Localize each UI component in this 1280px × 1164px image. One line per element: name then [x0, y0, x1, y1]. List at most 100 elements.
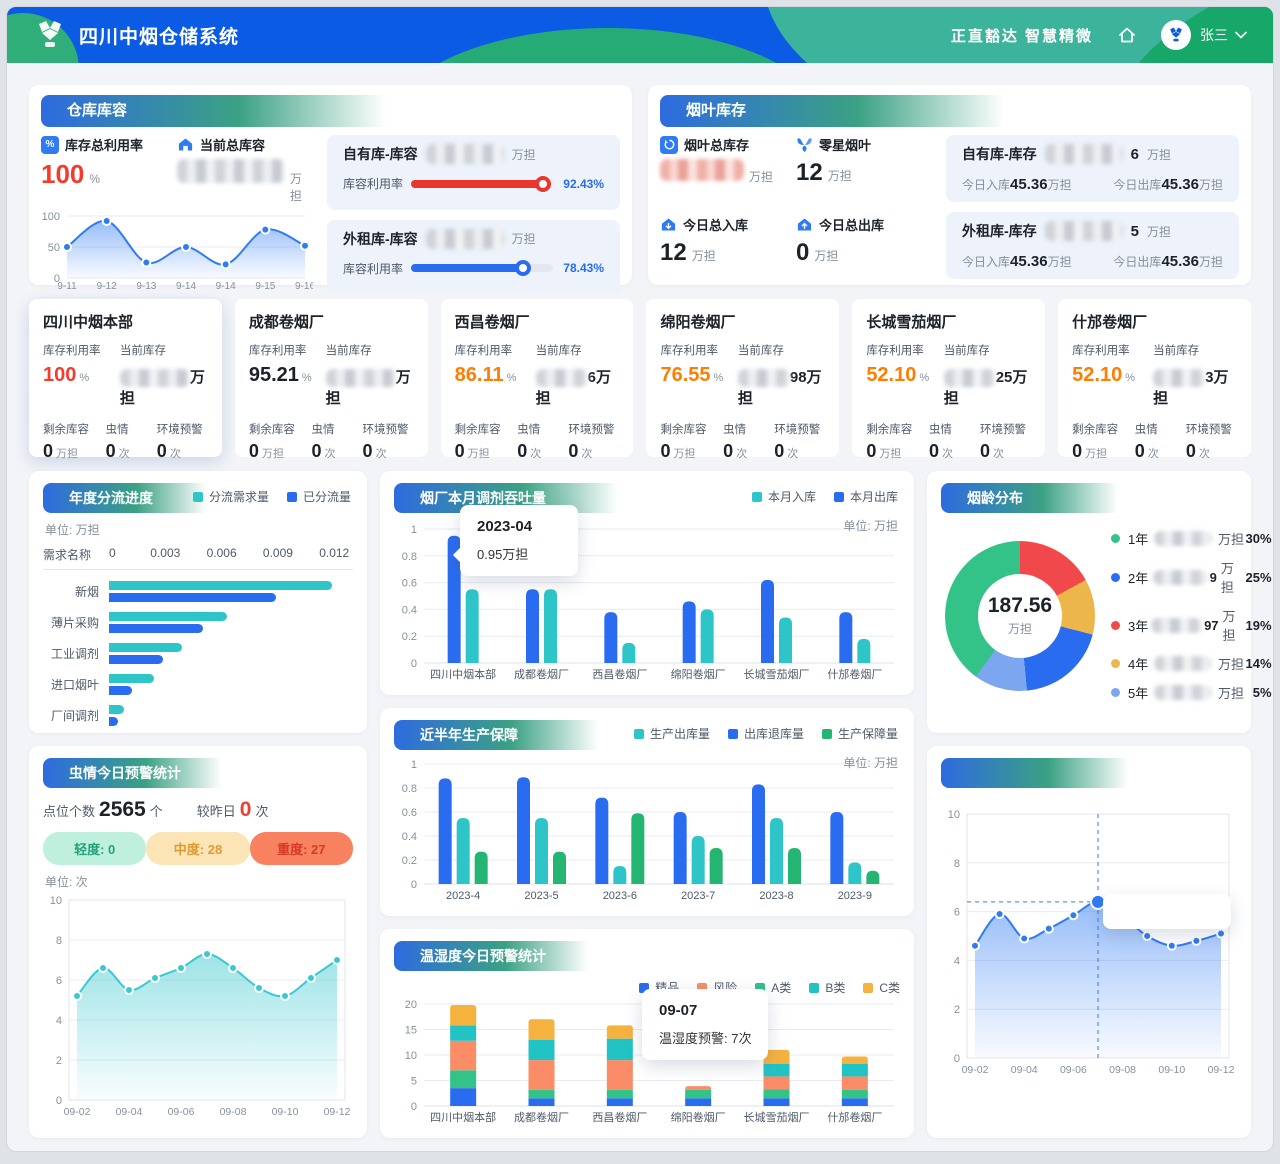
bar[interactable] [595, 797, 609, 884]
data-point[interactable] [62, 242, 72, 252]
bar[interactable] [465, 589, 479, 663]
bar[interactable] [613, 866, 627, 884]
data-point[interactable] [150, 973, 160, 983]
bar[interactable] [709, 848, 723, 884]
demand-bar[interactable] [109, 705, 124, 714]
stack-segment[interactable] [606, 1038, 633, 1061]
done-bar[interactable] [109, 686, 132, 695]
stack-segment[interactable] [763, 1076, 790, 1090]
factory-card[interactable]: 成都卷烟厂 库存利用率 95.21% 当前库存 万担 剩余库容 0 万担 虫情 0 次 环境预警 0 次 [234, 299, 428, 461]
slider-knob[interactable] [534, 175, 551, 192]
production-bar-chart[interactable]: 0 0.2 0.4 0.6 0.8 1 2023-4 2023-5 2023-6 2023-7 20… [394, 758, 900, 904]
bar[interactable] [544, 589, 557, 663]
bar[interactable] [474, 851, 488, 884]
bar[interactable] [761, 579, 774, 663]
bar[interactable] [866, 870, 880, 884]
factory-card[interactable]: 绵阳卷烟厂 库存利用率 76.55% 当前库存 98万担 剩余库容 0 万担 虫情 0 次 环境预警 0… [646, 299, 840, 461]
data-point[interactable] [220, 259, 231, 270]
bar[interactable] [691, 836, 705, 884]
bar[interactable] [447, 535, 461, 663]
data-point[interactable] [202, 949, 212, 959]
demand-bar[interactable] [109, 581, 333, 590]
bar[interactable] [535, 818, 548, 884]
stack-segment[interactable] [450, 1005, 477, 1026]
age-legend-row[interactable]: 1年 万担 30% [1111, 529, 1272, 548]
bar[interactable] [830, 812, 844, 884]
bar[interactable] [779, 617, 792, 663]
legend-item[interactable]: C类 [863, 979, 900, 996]
data-point[interactable] [1216, 928, 1226, 939]
stack-segment[interactable] [841, 1098, 868, 1106]
bar[interactable] [622, 642, 636, 663]
stack-segment[interactable] [450, 1025, 477, 1041]
diversion-bars[interactable]: 新烟 薄片采购 工业调剂 进口烟叶 厂间调剂 [43, 576, 353, 731]
insect-trend-chart[interactable]: 0 2 4 6 8 10 09-02 09-04 09-06 09-08 09-10 09-12 [43, 892, 353, 1120]
bar[interactable] [456, 818, 470, 884]
data-point[interactable] [141, 257, 152, 268]
data-point[interactable] [1166, 940, 1177, 951]
home-icon[interactable] [1117, 25, 1137, 45]
stack-segment[interactable] [763, 1098, 790, 1106]
data-point[interactable] [280, 991, 290, 1001]
stack-segment[interactable] [528, 1089, 555, 1099]
demand-bar[interactable] [109, 612, 228, 621]
bar[interactable] [857, 638, 871, 663]
quality-stacked-chart[interactable]: 0 5 10 15 20 四川中烟本部 成都卷烟厂 西昌卷烟厂 绵阳卷烟厂 长城雪茄烟厂 什邡卷烟厂 [394, 998, 900, 1126]
bar[interactable] [682, 601, 696, 663]
bar[interactable] [700, 609, 714, 663]
data-point[interactable] [332, 955, 342, 965]
data-point[interactable] [1043, 923, 1054, 934]
data-point[interactable] [994, 909, 1005, 920]
data-point[interactable] [176, 963, 186, 973]
bar[interactable] [631, 813, 645, 884]
bar[interactable] [553, 851, 566, 884]
stack-segment[interactable] [450, 1088, 477, 1106]
bar[interactable] [517, 777, 530, 884]
factory-card[interactable]: 什邡卷烟厂 库存利用率 52.10% 当前库存 3万担 剩余库容 0 万担 虫情 0 次 环境预警 0 次 [1058, 299, 1251, 461]
data-point[interactable] [306, 973, 316, 983]
humidity-trend-chart[interactable]: 0 2 4 6 8 10 09-02 09-04 09-06 09-08 09-10 09-12 [941, 806, 1237, 1078]
stack-segment[interactable] [606, 1089, 633, 1099]
stack-segment[interactable] [685, 1086, 712, 1090]
legend-item[interactable]: 生产出库量 [633, 725, 710, 742]
stack-segment[interactable] [763, 1063, 790, 1077]
bar[interactable] [848, 862, 862, 884]
capacity-trend-chart[interactable]: 0 50 100 9-11 9-12 9-13 9-14 9-14 9-15 9-16 [41, 208, 316, 294]
user-avatar[interactable] [1161, 20, 1191, 50]
stack-segment[interactable] [528, 1019, 555, 1040]
data-point[interactable] [970, 940, 980, 951]
stack-segment[interactable] [763, 1049, 790, 1064]
stack-segment[interactable] [528, 1098, 555, 1106]
bar[interactable] [752, 784, 765, 884]
stack-segment[interactable] [606, 1025, 633, 1039]
legend-item[interactable]: 生产保障量 [821, 725, 898, 742]
done-bar[interactable] [109, 624, 203, 633]
stack-segment[interactable] [528, 1039, 555, 1061]
data-point[interactable] [228, 963, 238, 973]
factory-card[interactable]: 西昌卷烟厂 库存利用率 86.11% 当前库存 6万担 剩余库容 0 万担 虫情 0 次 环境预警 0 次 [440, 299, 634, 461]
bar[interactable] [770, 818, 783, 884]
legend-item[interactable]: 出库退库量 [727, 725, 804, 742]
legend-item[interactable]: B类 [809, 979, 845, 996]
data-point[interactable] [124, 985, 134, 995]
factory-card[interactable]: 长城雪茄烟厂 库存利用率 52.10% 当前库存 25万担 剩余库容 0 万担 虫情 0 次 环境预警… [852, 299, 1046, 461]
legend-item[interactable]: 已分流量 [286, 488, 351, 505]
utilization-slider[interactable] [411, 175, 554, 192]
done-bar[interactable] [109, 717, 119, 726]
data-point[interactable] [98, 963, 108, 973]
data-point[interactable] [254, 983, 264, 993]
stack-segment[interactable] [841, 1056, 868, 1064]
stack-segment[interactable] [606, 1060, 633, 1090]
legend-item[interactable]: 本月出库 [833, 488, 898, 505]
stack-segment[interactable] [528, 1060, 555, 1090]
data-point[interactable] [260, 224, 271, 235]
data-point[interactable] [300, 240, 310, 251]
stack-segment[interactable] [841, 1076, 868, 1090]
data-point[interactable] [1068, 910, 1079, 921]
throughput-bar-chart[interactable]: 0 0.2 0.4 0.6 0.8 1 四川中烟本部 成都卷烟厂 西昌卷烟厂 绵阳卷烟厂 长城雪茄烟… [394, 523, 900, 683]
stack-segment[interactable] [450, 1040, 477, 1071]
stack-segment[interactable] [841, 1089, 868, 1099]
age-legend-row[interactable]: 2年 9 万担 25% [1111, 558, 1272, 596]
done-bar[interactable] [109, 655, 164, 664]
data-point[interactable] [181, 242, 191, 252]
